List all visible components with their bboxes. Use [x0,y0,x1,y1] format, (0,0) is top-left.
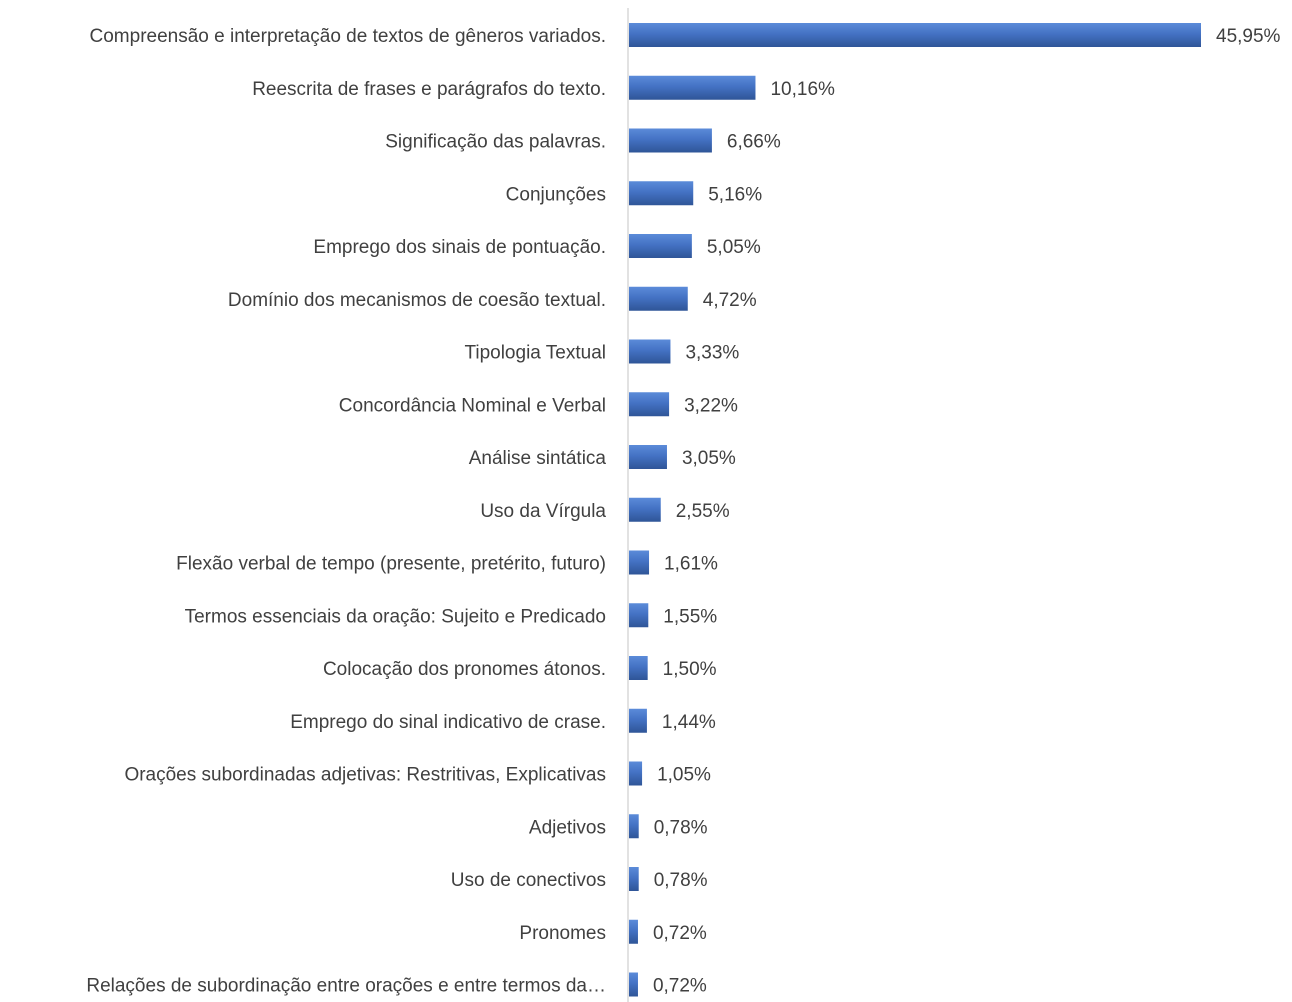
bar-13 [629,708,647,733]
bar-4 [629,234,692,258]
value-label: 0,72% [653,923,707,944]
value-label: 3,33% [685,343,739,364]
bar-3 [629,181,694,206]
bar-10 [629,550,650,575]
value-label: 10,16% [770,79,835,100]
bar-14 [629,761,643,786]
value-label: 2,55% [676,501,730,522]
category-label: Análise sintática [469,448,607,469]
value-label: 0,72% [653,976,707,997]
bar-0 [629,23,1201,47]
category-label: Adjetivos [529,817,606,838]
category-label: Compreensão e interpretação de textos de… [90,26,606,47]
value-label: 5,16% [708,184,762,205]
bars-group [629,23,1201,997]
category-label: Orações subordinadas adjetivas: Restriti… [124,765,606,786]
bar-7 [629,392,670,417]
value-label: 45,95% [1216,26,1281,47]
value-label: 1,44% [662,712,716,733]
category-label: Significação das palavras. [385,132,606,153]
value-label: 0,78% [654,870,708,891]
bar-5 [629,286,688,311]
bar-8 [629,445,667,469]
category-label: Domínio dos mecanismos de coesão textual… [228,290,606,311]
category-label: Colocação dos pronomes átonos. [323,659,606,680]
category-label: Relações de subordinação entre orações e… [86,976,606,997]
category-label: Tipologia Textual [464,343,606,364]
value-label: 0,78% [654,817,708,838]
value-label: 4,72% [703,290,757,311]
category-label: Pronomes [519,923,606,944]
category-label: Emprego dos sinais de pontuação. [313,237,606,258]
value-label: 6,66% [727,132,781,153]
value-label: 3,22% [684,395,738,416]
category-label: Emprego do sinal indicativo de crase. [290,712,606,733]
value-label: 1,05% [657,765,711,786]
value-label: 3,05% [682,448,736,469]
category-label: Flexão verbal de tempo (presente, pretér… [176,554,606,575]
value-label: 5,05% [707,237,761,258]
bar-15 [629,814,639,839]
bar-12 [629,656,648,680]
category-label: Uso de conectivos [451,870,606,891]
bar-18 [629,972,638,997]
bar-9 [629,497,661,522]
category-label: Conjunções [506,184,606,205]
bar-11 [629,603,649,628]
bar-17 [629,919,638,944]
value-labels-group: 45,95% 10,16% 6,66% 5,16% 5,05% 4,72% 3,33% 3,2… [653,26,1281,997]
bar-1 [629,75,756,100]
value-label: 1,55% [663,606,717,627]
bar-16 [629,867,639,891]
category-label: Uso da Vírgula [480,501,606,522]
bar-2 [629,128,712,153]
category-labels-group: Compreensão e interpretação de textos de… [86,26,606,997]
value-label: 1,50% [663,659,717,680]
value-label: 1,61% [664,554,718,575]
category-label: Reescrita de frases e parágrafos do text… [252,79,606,100]
category-label: Concordância Nominal e Verbal [339,395,606,416]
bar-6 [629,339,671,364]
category-label: Termos essenciais da oração: Sujeito e P… [185,606,606,627]
